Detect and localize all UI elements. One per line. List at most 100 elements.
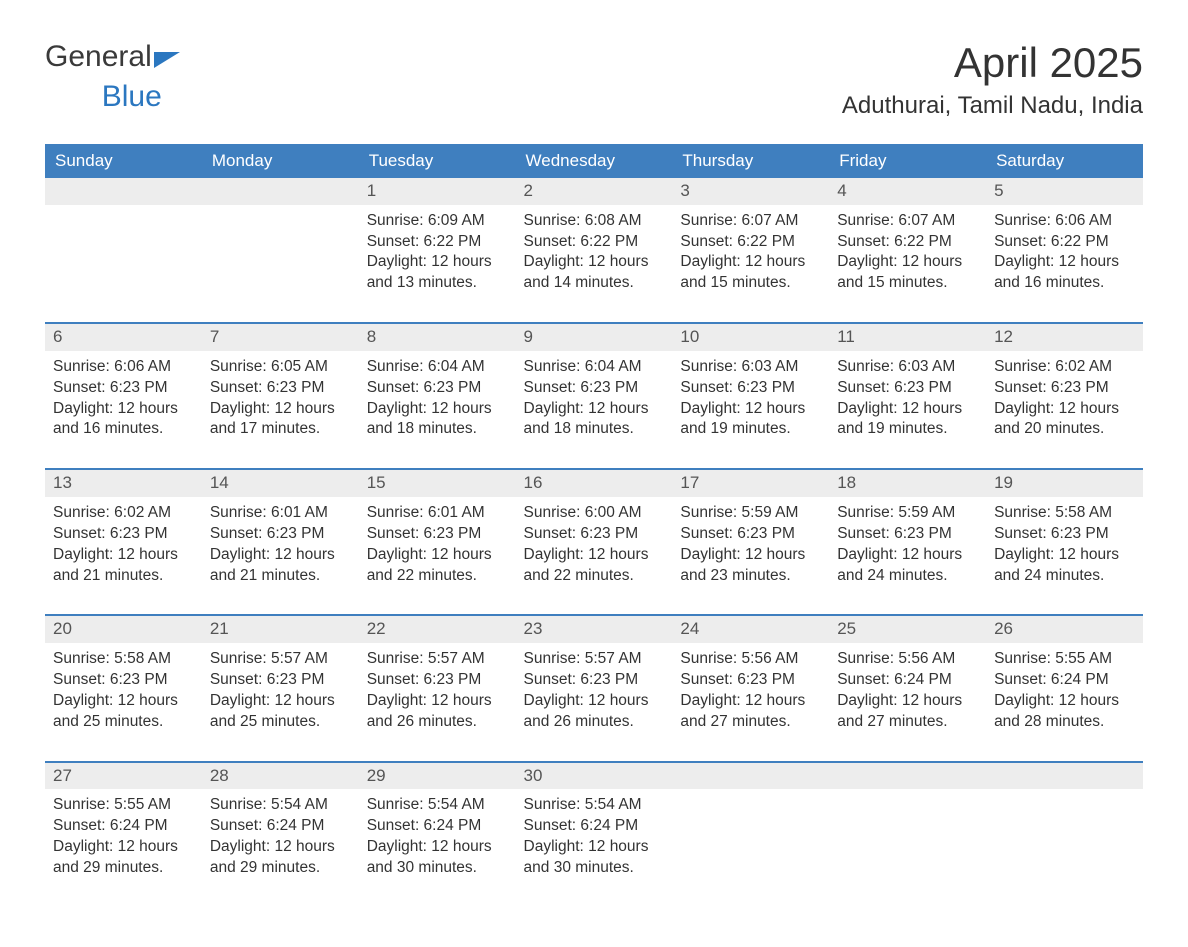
sunset-line: Sunset: 6:23 PM <box>367 671 482 688</box>
sunset-line: Sunset: 6:23 PM <box>210 379 325 396</box>
sunrise-line: Sunrise: 5:59 AM <box>837 504 955 521</box>
day-body: Sunrise: 6:06 AMSunset: 6:23 PMDaylight:… <box>45 351 202 469</box>
sunset-line: Sunset: 6:23 PM <box>680 525 795 542</box>
day-number: 11 <box>829 324 986 350</box>
sunset-line: Sunset: 6:24 PM <box>210 817 325 834</box>
daylight-line: Daylight: 12 hours and 24 minutes. <box>994 546 1119 584</box>
sunset-line: Sunset: 6:24 PM <box>53 817 168 834</box>
brand-logo: General <box>45 40 184 74</box>
calendar-day-cell: 4 Sunrise: 6:07 AM Sunset: 6:22 PM Daylight… <box>829 178 986 323</box>
day-number: 29 <box>359 763 516 789</box>
daylight-line: Daylight: 12 hours and 29 minutes. <box>210 838 335 876</box>
sunset-line: Sunset: 6:24 PM <box>994 671 1109 688</box>
daylight-line: Daylight: 12 hours and 16 minutes. <box>53 400 178 438</box>
sunset-line: Sunset: 6:22 PM <box>837 233 952 250</box>
day-header: Thursday <box>672 144 829 178</box>
calendar-day-cell: 29Sunrise: 5:54 AMSunset: 6:24 PMDayligh… <box>359 762 516 907</box>
day-body: Sunrise: 6:02 AMSunset: 6:23 PMDaylight:… <box>986 351 1143 469</box>
day-body: Sunrise: 5:55 AMSunset: 6:24 PMDaylight:… <box>45 789 202 907</box>
day-body: Sunrise: 6:01 AMSunset: 6:23 PMDaylight:… <box>359 497 516 615</box>
day-body: Sunrise: 5:59 AM Sunset: 6:23 PM Daylight:… <box>672 497 829 615</box>
sunset-line: Sunset: 6:23 PM <box>53 525 168 542</box>
calendar-body: 1Sunrise: 6:09 AMSunset: 6:22 PMDaylight… <box>45 178 1143 906</box>
day-body <box>829 789 986 879</box>
calendar-day-cell: 18Sunrise: 5:59 AMSunset: 6:23 PMDayligh… <box>829 469 986 615</box>
sunset-line: Sunset: 6:23 PM <box>837 525 952 542</box>
day-body: Sunrise: 6:08 AMSunset: 6:22 PMDaylight:… <box>516 205 673 323</box>
day-number: 23 <box>516 616 673 642</box>
calendar-day-cell: 25Sunrise: 5:56 AMSunset: 6:24 PMDayligh… <box>829 615 986 761</box>
day-number: 12 <box>986 324 1143 350</box>
day-body: Sunrise: 6:03 AMSunset: 6:23 PMDaylight:… <box>829 351 986 469</box>
calendar-day-cell: 28Sunrise: 5:54 AMSunset: 6:24 PMDayligh… <box>202 762 359 907</box>
sunset-line: Sunset: 6:23 PM <box>680 379 795 396</box>
day-number: 4 <box>829 178 986 204</box>
sunrise-line: Sunrise: 5:57 AM <box>524 650 642 667</box>
calendar-week-row: 1Sunrise: 6:09 AMSunset: 6:22 PMDaylight… <box>45 178 1143 323</box>
sunset-line: Sunset: 6:24 PM <box>524 817 639 834</box>
daylight-line: Daylight: 12 hours and 22 minutes. <box>524 546 649 584</box>
sunset-line: Sunset: 6:23 PM <box>524 379 639 396</box>
day-body: Sunrise: 5:55 AMSunset: 6:24 PMDaylight:… <box>986 643 1143 761</box>
day-header: Wednesday <box>516 144 673 178</box>
daylight-line: Daylight: 12 hours and 21 minutes. <box>210 546 335 584</box>
daylight-line: Daylight: 12 hours and 15 minutes. <box>837 253 962 291</box>
sunset-line: Sunset: 6:22 PM <box>367 233 482 250</box>
day-number: 20 <box>45 616 202 642</box>
day-body: Sunrise: 5:58 AMSunset: 6:23 PMDaylight:… <box>986 497 1143 615</box>
page-title: April 2025 <box>842 40 1143 86</box>
sunrise-line: Sunrise: 6:02 AM <box>994 358 1112 375</box>
sunrise-line: Sunrise: 5:58 AM <box>994 504 1112 521</box>
daylight-line: Daylight: 12 hours and 30 minutes. <box>367 838 492 876</box>
daylight-line: Daylight: 12 hours and 27 minutes. <box>837 692 962 730</box>
sunrise-line: Sunrise: 5:59 AM <box>680 504 798 521</box>
daylight-line: Daylight: 12 hours and 15 minutes. <box>680 253 805 291</box>
calendar-day-cell: 11Sunrise: 6:03 AMSunset: 6:23 PMDayligh… <box>829 323 986 469</box>
day-body: Sunrise: 6:06 AMSunset: 6:22 PMDaylight:… <box>986 205 1143 323</box>
daylight-line: Daylight: 12 hours and 27 minutes. <box>680 692 805 730</box>
day-body: Sunrise: 5:54 AMSunset: 6:24 PMDaylight:… <box>516 789 673 907</box>
day-number: 27 <box>45 763 202 789</box>
calendar-day-cell: 24Sunrise: 5:56 AMSunset: 6:23 PMDayligh… <box>672 615 829 761</box>
day-number: 14 <box>202 470 359 496</box>
day-header: Friday <box>829 144 986 178</box>
calendar-empty-cell <box>829 762 986 907</box>
daylight-line: Daylight: 12 hours and 23 minutes. <box>680 546 805 584</box>
daylight-line: Daylight: 12 hours and 26 minutes. <box>367 692 492 730</box>
sunrise-line: Sunrise: 6:05 AM <box>210 358 328 375</box>
sunset-line: Sunset: 6:23 PM <box>210 671 325 688</box>
sunrise-line: Sunrise: 5:55 AM <box>53 796 171 813</box>
sunset-line: Sunset: 6:23 PM <box>680 671 795 688</box>
day-number: 16 <box>516 470 673 496</box>
calendar-empty-cell <box>986 762 1143 907</box>
sunset-line: Sunset: 6:22 PM <box>524 233 639 250</box>
title-block: April 2025 Aduthurai, Tamil Nadu, India <box>842 40 1143 120</box>
calendar-day-cell: 7Sunrise: 6:05 AMSunset: 6:23 PMDaylight… <box>202 323 359 469</box>
calendar-day-cell: 2Sunrise: 6:08 AMSunset: 6:22 PMDaylight… <box>516 178 673 323</box>
calendar-day-cell: 26Sunrise: 5:55 AMSunset: 6:24 PMDayligh… <box>986 615 1143 761</box>
sunset-line: Sunset: 6:24 PM <box>837 671 952 688</box>
day-header: Sunday <box>45 144 202 178</box>
day-body: Sunrise: 6:07 AMSunset: 6:22 PMDaylight:… <box>672 205 829 323</box>
calendar-day-cell: 14Sunrise: 6:01 AMSunset: 6:23 PMDayligh… <box>202 469 359 615</box>
day-body: Sunrise: 6:04 AMSunset: 6:23 PMDaylight:… <box>516 351 673 469</box>
day-number: 22 <box>359 616 516 642</box>
sunrise-line: Sunrise: 6:01 AM <box>210 504 328 521</box>
brand-triangle-icon <box>154 52 180 68</box>
day-body: Sunrise: 5:57 AMSunset: 6:23 PMDaylight:… <box>516 643 673 761</box>
sunset-line: Sunset: 6:23 PM <box>367 379 482 396</box>
day-body: Sunrise: 6:01 AMSunset: 6:23 PMDaylight:… <box>202 497 359 615</box>
day-number: 26 <box>986 616 1143 642</box>
day-header: Saturday <box>986 144 1143 178</box>
calendar-day-cell: 6Sunrise: 6:06 AMSunset: 6:23 PMDaylight… <box>45 323 202 469</box>
sunset-line: Sunset: 6:22 PM <box>994 233 1109 250</box>
calendar-day-cell: 20Sunrise: 5:58 AMSunset: 6:23 PMDayligh… <box>45 615 202 761</box>
calendar-empty-cell <box>45 178 202 323</box>
day-number: 3 <box>672 178 829 204</box>
day-body: Sunrise: 5:54 AMSunset: 6:24 PMDaylight:… <box>202 789 359 907</box>
day-number: 21 <box>202 616 359 642</box>
sunrise-line: Sunrise: 6:07 AM <box>837 212 955 229</box>
day-body <box>672 789 829 879</box>
calendar-day-cell: 13Sunrise: 6:02 AMSunset: 6:23 PMDayligh… <box>45 469 202 615</box>
day-body: Sunrise: 6:07 AM Sunset: 6:22 PM Daylight:… <box>829 205 986 323</box>
